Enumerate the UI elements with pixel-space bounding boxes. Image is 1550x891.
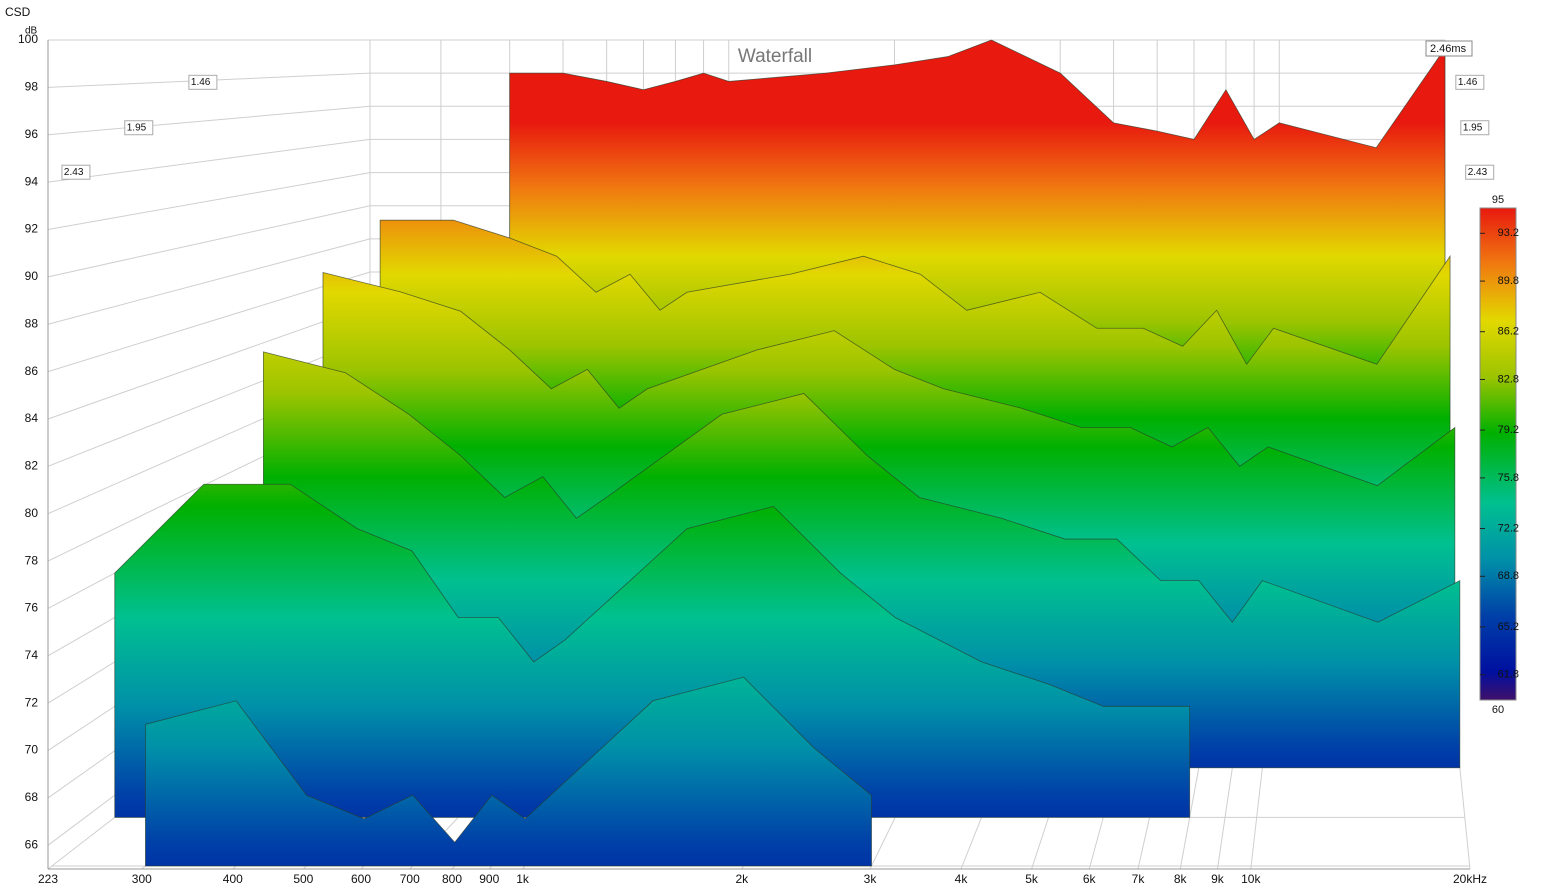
x-tick-label: 700 [400, 872, 420, 886]
colorbar-tick-label: 93.2 [1498, 227, 1519, 239]
page-title: CSD [5, 5, 31, 19]
colorbar-tick-label: 89.8 [1498, 275, 1519, 287]
y-tick-label: 80 [25, 506, 39, 520]
y-tick-label: 88 [25, 316, 39, 330]
x-tick-label: 10k [1241, 872, 1261, 886]
waterfall-slice [114, 483, 1191, 818]
y-tick-label: 84 [25, 411, 39, 425]
x-tick-label: 7k [1132, 872, 1146, 886]
x-tick-label: 300 [132, 872, 152, 886]
x-tick-label: 9k [1211, 872, 1225, 886]
grid-line [47, 138, 371, 183]
chart-title: Waterfall [738, 46, 812, 67]
x-tick-label: 8k [1174, 872, 1188, 886]
grid-line [47, 105, 371, 136]
colorbar-tick-label: 72.2 [1498, 522, 1519, 534]
grid-line [47, 304, 371, 420]
y-tick-label: 78 [25, 553, 39, 567]
z-tick-box [61, 164, 91, 180]
colorbar-tick-label: 65.2 [1498, 621, 1519, 633]
waterfall-slice [145, 676, 872, 867]
x-tick-label: 500 [293, 872, 313, 886]
y-tick-label: 68 [25, 790, 39, 804]
colorbar-tick-label: 68.8 [1498, 570, 1519, 582]
x-tick-label: 800 [442, 872, 462, 886]
z-tick-label: 1.95 [127, 122, 147, 133]
z-cursor-box [1425, 40, 1473, 57]
grid-line [47, 271, 371, 373]
z-cursor-label: 2.46ms [1430, 43, 1467, 55]
grid-line [47, 205, 371, 278]
z-tick-label: 1.46 [1458, 77, 1478, 88]
x-tick-label: 4k [955, 872, 969, 886]
y-tick-label: 66 [25, 837, 39, 851]
y-tick-label: 94 [25, 174, 39, 188]
grid-line [47, 172, 371, 230]
x-tick-label: 223 [38, 872, 58, 886]
x-tick-label: 20kHz [1453, 872, 1487, 886]
colorbar-tick-label: 86.2 [1498, 326, 1519, 338]
colorbar-tick-label: 82.8 [1498, 373, 1519, 385]
z-tick-box [1455, 74, 1485, 90]
y-tick-label: 72 [25, 695, 39, 709]
colorbar-tick-label: 79.2 [1498, 424, 1519, 436]
x-tick-label: 1k [516, 872, 530, 886]
y-tick-label: 98 [25, 80, 39, 94]
colorbar-tick-label: 95 [1492, 194, 1504, 206]
y-tick-label: 92 [25, 222, 39, 236]
colorbar [1479, 207, 1517, 701]
x-tick-label: 600 [351, 872, 371, 886]
z-tick-label: 1.95 [1463, 122, 1483, 133]
grid-line [47, 337, 371, 467]
y-tick-label: 82 [25, 459, 39, 473]
y-tick-label: 74 [25, 648, 39, 662]
grid-line [47, 238, 371, 325]
y-tick-label: 96 [25, 127, 39, 141]
colorbar-tick-label: 61.8 [1498, 669, 1519, 681]
colorbar-tick-label: 75.8 [1498, 472, 1519, 484]
colorbar-tick-label: 60 [1492, 704, 1504, 716]
z-tick-box [188, 74, 218, 90]
y-tick-label: 100 [18, 32, 38, 46]
x-tick-label: 900 [479, 872, 499, 886]
z-tick-box [124, 120, 154, 136]
z-tick-box [1465, 164, 1495, 180]
z-tick-label: 2.43 [64, 167, 84, 178]
y-axis-label: dB [25, 26, 38, 37]
x-tick-label: 2k [735, 872, 749, 886]
y-tick-label: 86 [25, 364, 39, 378]
y-tick-label: 70 [25, 743, 39, 757]
z-tick-box [1460, 120, 1490, 136]
x-tick-label: 5k [1025, 872, 1039, 886]
x-tick-label: 3k [864, 872, 878, 886]
z-tick-label: 1.46 [191, 77, 211, 88]
x-tick-label: 6k [1083, 872, 1097, 886]
y-tick-label: 90 [25, 269, 39, 283]
z-tick-label: 2.43 [1468, 167, 1488, 178]
y-tick-label: 76 [25, 601, 39, 615]
x-tick-label: 400 [223, 872, 243, 886]
